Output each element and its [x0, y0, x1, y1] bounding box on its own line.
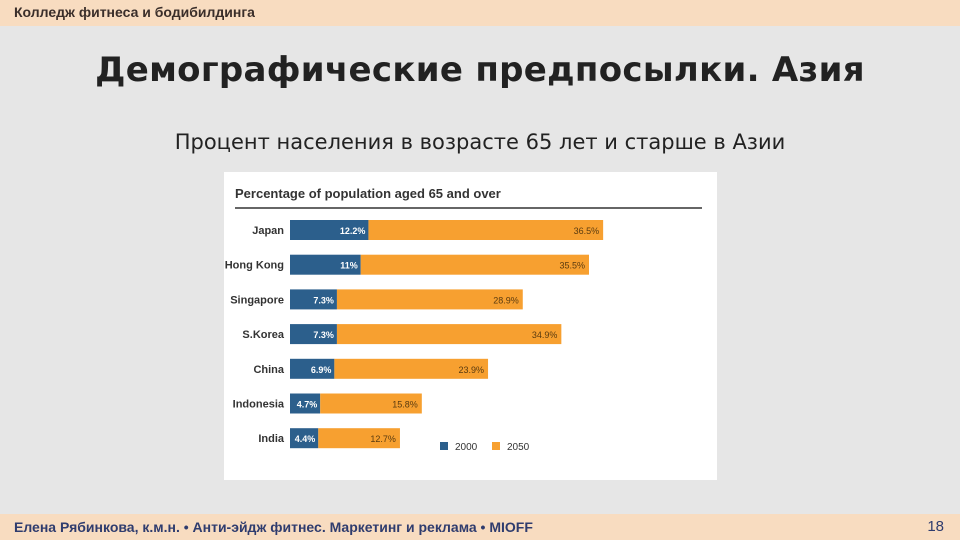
chart-container: Percentage of population aged 65 and ove…: [224, 172, 717, 480]
data-label-2050: 12.7%: [370, 434, 396, 444]
legend-label-2000: 2000: [455, 442, 478, 453]
bar-2050: [336, 324, 562, 345]
footer-bar: Елена Рябинкова, к.м.н. • Анти-эйдж фитн…: [0, 514, 960, 540]
header-bar: Колледж фитнеса и бодибилдинга: [0, 0, 960, 26]
bar-2050: [334, 358, 489, 379]
data-label-2050: 15.8%: [392, 400, 418, 410]
data-label-2000: 7.3%: [313, 330, 334, 340]
bar-2000: [290, 289, 337, 310]
bar-2000: [290, 324, 337, 345]
category-label: Indonesia: [233, 399, 285, 411]
category-label: Japan: [252, 225, 284, 237]
data-label-2000: 4.4%: [295, 434, 316, 444]
bar-2050: [336, 289, 523, 310]
data-label-2050: 28.9%: [493, 295, 519, 305]
page-number: 18: [927, 518, 944, 535]
slide-title: Демографические предпосылки. Азия: [95, 50, 865, 90]
legend-label-2050: 2050: [507, 442, 530, 453]
data-label-2000: 12.2%: [340, 226, 366, 236]
bar-2000: [290, 393, 321, 414]
data-label-2000: 11%: [340, 261, 358, 271]
data-label-2000: 6.9%: [311, 365, 332, 375]
chart-title: Percentage of population aged 65 and ove…: [235, 186, 501, 201]
data-label-2050: 35.5%: [559, 261, 585, 271]
data-label-2050: 36.5%: [574, 226, 600, 236]
bar-2050: [320, 393, 422, 414]
bar-2050: [360, 254, 589, 275]
slide-subtitle: Процент населения в возрасте 65 лет и ст…: [174, 130, 786, 154]
category-label: India: [258, 433, 285, 445]
header-label: Колледж фитнеса и бодибилдинга: [14, 4, 255, 20]
category-label: Hong Kong: [225, 260, 284, 272]
legend-swatch-2050: [492, 442, 500, 450]
bar-2000: [290, 428, 319, 449]
data-label-2000: 4.7%: [297, 400, 318, 410]
bar-2000: [290, 220, 369, 240]
bar-chart: Percentage of population aged 65 and ove…: [225, 186, 702, 453]
legend-swatch-2000: [440, 442, 448, 450]
category-label: China: [253, 364, 284, 376]
bar-2050: [368, 220, 604, 240]
category-label: Singapore: [230, 294, 284, 306]
data-label-2000: 7.3%: [313, 295, 334, 305]
category-label: S.Korea: [242, 329, 284, 341]
bar-2000: [290, 358, 335, 379]
bar-2050: [318, 428, 400, 449]
bar-2000: [290, 254, 361, 275]
data-label-2050: 23.9%: [459, 365, 485, 375]
data-label-2050: 34.9%: [532, 330, 558, 340]
footer-text: Елена Рябинкова, к.м.н. • Анти-эйдж фитн…: [14, 519, 533, 535]
